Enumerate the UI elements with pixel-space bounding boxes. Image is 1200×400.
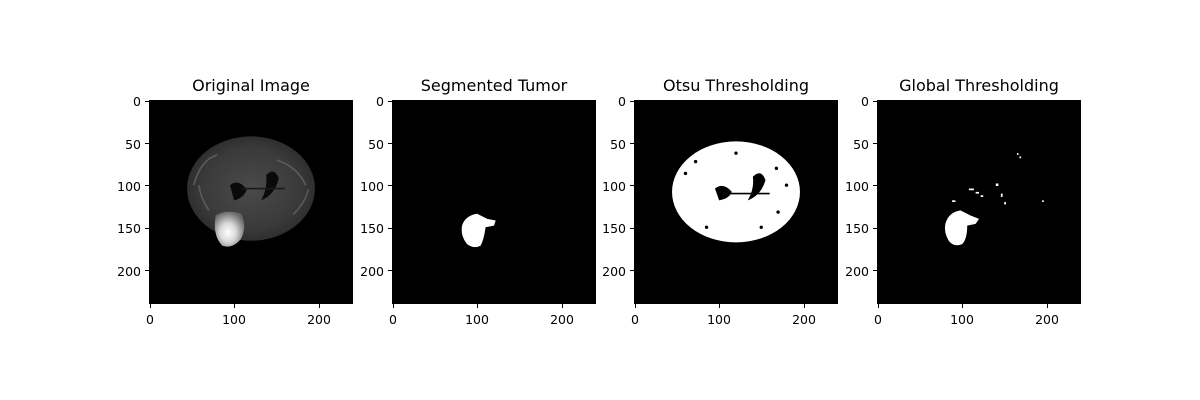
ytick-mark xyxy=(873,228,878,229)
ytick-mark xyxy=(388,270,393,271)
panel-segmented-tumor: Segmented Tumor 0 50 100 150 200 0 100 2… xyxy=(360,0,624,400)
ytick-label: 150 xyxy=(602,221,626,236)
ytick-mark xyxy=(630,228,635,229)
ytick-label: 100 xyxy=(602,179,626,194)
xtick-mark xyxy=(562,303,563,308)
ytick-label: 200 xyxy=(117,264,141,279)
ytick-label: 50 xyxy=(853,137,869,152)
xtick-label: 100 xyxy=(465,312,489,327)
ytick-label: 200 xyxy=(845,264,869,279)
ytick-label: 50 xyxy=(368,137,384,152)
xtick-mark xyxy=(1047,303,1048,308)
xtick-label: 100 xyxy=(222,312,246,327)
xtick-label: 100 xyxy=(950,312,974,327)
xtick-mark xyxy=(234,303,235,308)
xtick-label: 100 xyxy=(707,312,731,327)
ytick-mark xyxy=(145,143,150,144)
xtick-mark xyxy=(878,303,879,308)
xtick-mark xyxy=(962,303,963,308)
xtick-mark xyxy=(635,303,636,308)
panel-title: Original Image xyxy=(192,76,310,95)
ytick-mark xyxy=(388,185,393,186)
ytick-mark xyxy=(873,270,878,271)
otsu-thresholding-plot xyxy=(634,100,838,304)
panel-title: Otsu Thresholding xyxy=(662,76,810,95)
ytick-mark xyxy=(873,101,878,102)
global-thresholding-plot xyxy=(877,100,1081,304)
panel-original-image: Original Image 0 50 100 150 200 0 100 20… xyxy=(117,0,381,400)
panel-title: Segmented Tumor xyxy=(420,76,568,95)
ytick-mark xyxy=(873,143,878,144)
panel-otsu-thresholding: Otsu Thresholding 0 50 100 150 200 0 100… xyxy=(602,0,866,400)
ytick-label: 50 xyxy=(125,137,141,152)
xtick-mark xyxy=(719,303,720,308)
ytick-label: 100 xyxy=(845,179,869,194)
xtick-label: 200 xyxy=(307,312,331,327)
ytick-mark xyxy=(145,185,150,186)
ytick-label: 0 xyxy=(618,94,626,109)
xtick-label: 0 xyxy=(146,312,154,327)
panel-global-thresholding: Global Thresholding 0 50 100 150 200 0 1… xyxy=(845,0,1109,400)
xtick-label: 200 xyxy=(1035,312,1059,327)
brain-mri-image xyxy=(187,136,315,247)
ytick-label: 0 xyxy=(376,94,384,109)
ytick-mark xyxy=(145,228,150,229)
ytick-label: 200 xyxy=(602,264,626,279)
ytick-label: 100 xyxy=(360,179,384,194)
ytick-label: 50 xyxy=(610,137,626,152)
ytick-mark xyxy=(630,185,635,186)
ytick-mark xyxy=(630,143,635,144)
xtick-mark xyxy=(150,303,151,308)
ytick-label: 150 xyxy=(117,221,141,236)
otsu-mask-image xyxy=(672,141,800,243)
ytick-label: 100 xyxy=(117,179,141,194)
xtick-label: 200 xyxy=(550,312,574,327)
xtick-label: 0 xyxy=(631,312,639,327)
ytick-mark xyxy=(388,143,393,144)
ytick-mark xyxy=(388,101,393,102)
xtick-label: 0 xyxy=(389,312,397,327)
segmented-tumor-plot xyxy=(392,100,596,304)
ytick-mark xyxy=(145,101,150,102)
ytick-mark xyxy=(630,101,635,102)
ytick-mark xyxy=(145,270,150,271)
original-image-plot xyxy=(149,100,353,304)
ytick-mark xyxy=(873,185,878,186)
ytick-label: 150 xyxy=(360,221,384,236)
xtick-mark xyxy=(477,303,478,308)
ytick-mark xyxy=(630,270,635,271)
xtick-mark xyxy=(804,303,805,308)
xtick-label: 0 xyxy=(874,312,882,327)
tumor-mask-image xyxy=(461,213,496,248)
ytick-label: 0 xyxy=(133,94,141,109)
global-mask-image xyxy=(944,153,1044,246)
xtick-label: 200 xyxy=(792,312,816,327)
panel-title: Global Thresholding xyxy=(899,76,1059,95)
xtick-mark xyxy=(319,303,320,308)
ytick-label: 150 xyxy=(845,221,869,236)
ytick-mark xyxy=(388,228,393,229)
ytick-label: 0 xyxy=(861,94,869,109)
ytick-label: 200 xyxy=(360,264,384,279)
xtick-mark xyxy=(393,303,394,308)
